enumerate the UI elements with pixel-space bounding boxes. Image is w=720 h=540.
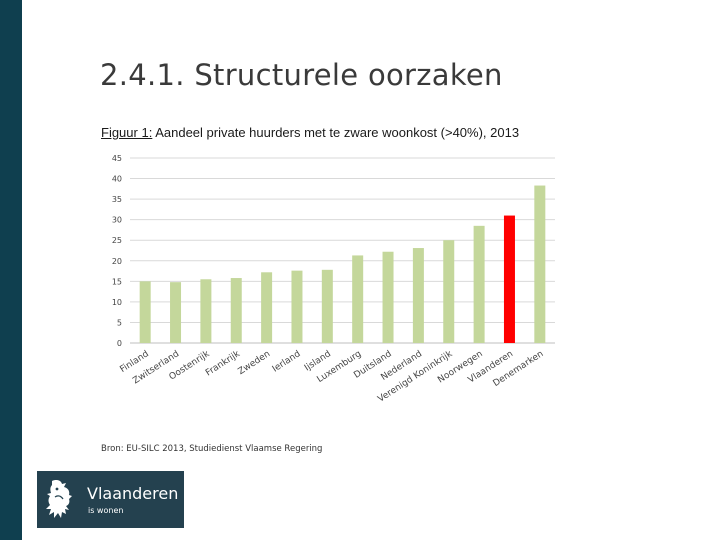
bar-luxemburg [352,255,364,343]
y-axis-ticks: 0 5 10 15 20 25 30 35 40 45 [112,154,122,348]
chart-grid [130,157,555,344]
y-tick-label: 25 [112,236,122,245]
y-tick-label: 20 [112,257,122,266]
logo-tagline: is wonen [88,506,124,515]
logo-wordmark: Vlaanderen [87,484,179,503]
bar-denemarken [534,185,546,343]
bar-oostenrijk [200,279,212,343]
bar-duitsland [382,251,394,343]
y-tick-label: 40 [112,175,122,184]
x-tick-label: Frankrijk [204,349,242,379]
figure-title: Aandeel private huurders met te zware wo… [155,125,520,140]
y-tick-label: 35 [112,195,122,204]
chart-bars [139,185,546,343]
bar-noorwegen [473,225,485,343]
y-tick-label: 45 [112,154,122,163]
flemish-lion-icon [46,480,72,518]
vlaanderen-logo: Vlaanderen is wonen [37,471,184,528]
bar-finland [139,281,151,343]
x-tick-label: Ierland [271,349,303,374]
bar-frankrijk [230,278,242,343]
source-note: Bron: EU-SILC 2013, Studiedienst Vlaamse… [101,444,323,454]
bar-ierland [291,270,303,343]
y-tick-label: 30 [112,216,122,225]
x-axis-labels: FinlandZwitserlandOostenrijkFrankrijkZwe… [118,349,545,405]
y-tick-label: 0 [117,339,122,348]
bar-zwitserland [170,282,182,343]
y-tick-label: 10 [112,298,122,307]
bar-ijsland [321,269,333,343]
left-accent-bar [0,0,22,540]
x-tick-label: Zweden [237,349,273,377]
bar-vlaanderen [503,215,515,343]
y-tick-label: 5 [117,318,122,327]
y-tick-label: 15 [112,277,122,286]
bar-chart: 0 5 10 15 20 25 30 35 40 45 FinlandZwitserlandOos… [112,154,555,405]
figure-label: Figuur 1: [101,125,153,140]
bar-zweden [261,272,273,343]
bar-verenigd-koninkrijk [443,240,455,343]
figure-caption: Figuur 1: Aandeel private huurders met t… [101,125,519,140]
page-title: 2.4.1. Structurele oorzaken [100,58,503,92]
bar-nederland [412,248,424,343]
